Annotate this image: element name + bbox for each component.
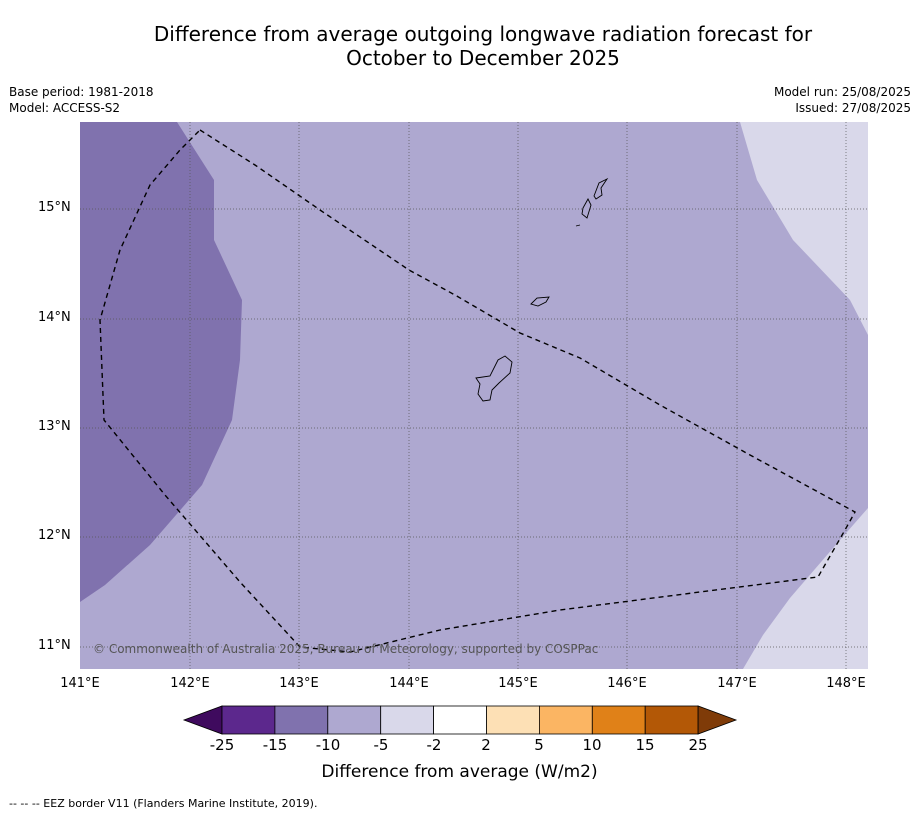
graticule	[80, 122, 868, 669]
tinian-island	[581, 198, 592, 219]
colorbar-tick-label: -15	[262, 736, 288, 754]
colorbar-swatch	[380, 705, 435, 735]
colorbar-swatch	[644, 705, 699, 735]
lat-label-13n: 13°N	[38, 419, 71, 434]
title-line-1: Difference from average outgoing longwav…	[153, 22, 813, 46]
islands	[475, 177, 609, 402]
colorbar-tick-label: 15	[635, 736, 655, 754]
saipan-island	[593, 177, 609, 200]
lon-label-143e: 143°E	[279, 676, 319, 691]
colorbar-tick-label: -25	[209, 736, 235, 754]
lon-label-148e: 148°E	[826, 676, 866, 691]
meta-right: Model run: 25/08/2025 Issued: 27/08/2025	[774, 84, 911, 116]
guam-island	[475, 355, 513, 402]
colorbar-swatch	[591, 705, 646, 735]
aguijan-island	[575, 224, 581, 227]
colorbar-tick-label: -2	[426, 736, 442, 754]
lon-label-147e: 147°E	[717, 676, 757, 691]
lat-label-11n: 11°N	[38, 638, 71, 653]
colorbar-extend-high	[697, 705, 738, 735]
colorbar-tick-label: 2	[481, 736, 491, 754]
eez-legend-note: -- -- -- EEZ border V11 (Flanders Marine…	[9, 797, 318, 810]
colorbar-swatch	[539, 705, 593, 735]
colorbar-swatch	[486, 705, 540, 735]
base-period: Base period: 1981-2018	[9, 85, 154, 99]
lon-label-145e: 145°E	[498, 676, 538, 691]
model-name: Model: ACCESS-S2	[9, 101, 121, 115]
chart-title: Difference from average outgoing longwav…	[0, 22, 919, 70]
copyright-notice: © Commonwealth of Australia 2025, Bureau…	[93, 642, 598, 656]
lat-label-12n: 12°N	[38, 528, 71, 543]
colorbar	[182, 705, 738, 735]
rota-island	[530, 296, 550, 307]
colorbar-swatch	[274, 705, 329, 735]
meta-left: Base period: 1981-2018 Model: ACCESS-S2	[9, 84, 154, 116]
region-minus5-to-minus2-north	[740, 122, 868, 335]
lon-label-141e: 141°E	[60, 676, 100, 691]
colorbar-title: Difference from average (W/m2)	[321, 762, 598, 782]
lon-label-146e: 146°E	[607, 676, 647, 691]
colorbar-swatch	[221, 705, 276, 735]
eez-border	[99, 129, 856, 653]
lat-label-14n: 14°N	[38, 310, 71, 325]
colorbar-tick-label: 10	[582, 736, 602, 754]
colorbar-tick-label: -5	[373, 736, 389, 754]
lon-label-144e: 144°E	[389, 676, 429, 691]
lon-label-142e: 142°E	[170, 676, 210, 691]
issued-date: Issued: 27/08/2025	[795, 101, 911, 115]
lat-label-15n: 15°N	[38, 200, 71, 215]
colorbar-swatch	[327, 705, 382, 735]
colorbar-tick-label: 25	[688, 736, 708, 754]
region-minus15-to-minus10	[80, 122, 242, 602]
model-run: Model run: 25/08/2025	[773, 85, 911, 99]
colorbar-extend-low	[182, 705, 223, 735]
colorbar-tick-label: 5	[534, 736, 544, 754]
colorbar-swatch	[433, 705, 487, 735]
region-minus5-to-minus2-south	[743, 508, 868, 669]
colorbar-tick-label: -10	[315, 736, 341, 754]
title-line-2: October to December 2025	[346, 46, 620, 70]
map-area: © Commonwealth of Australia 2025, Bureau…	[80, 122, 868, 669]
